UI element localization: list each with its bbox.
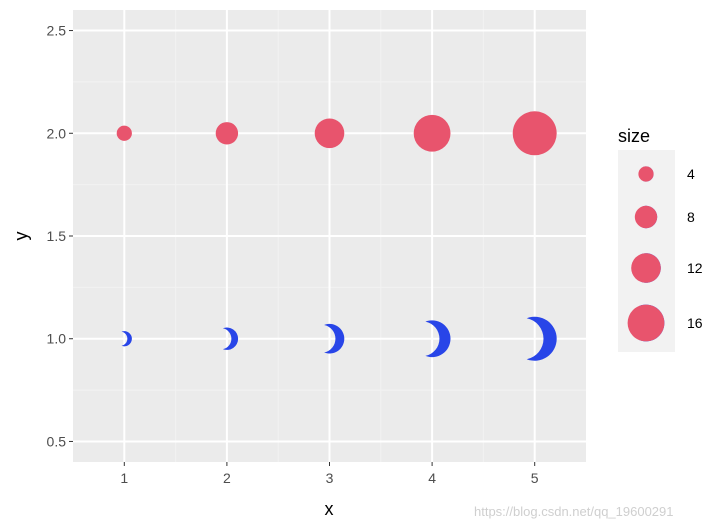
legend: size 4 8 12 16 (618, 126, 703, 352)
grid-major (73, 10, 586, 462)
legend-key-circle (638, 166, 654, 182)
x-tick-label: 4 (428, 470, 436, 486)
x-axis-title: x (325, 499, 334, 519)
y-tick-label: 1.5 (47, 228, 67, 244)
x-tick-label: 5 (531, 470, 539, 486)
y-tick-label: 1.0 (47, 331, 67, 347)
y-tick-label: 2.5 (47, 23, 67, 39)
legend-title: size (618, 126, 650, 146)
circle-point (314, 118, 345, 149)
circle-point (116, 125, 132, 141)
circle-point (512, 111, 557, 156)
legend-key-circle (634, 205, 658, 229)
legend-label: 12 (687, 260, 703, 276)
legend-label: 16 (687, 315, 703, 331)
crescent-point (324, 323, 345, 354)
x-tick-label: 1 (120, 470, 128, 486)
legend-label: 8 (687, 209, 695, 225)
crescent-point (121, 331, 132, 347)
legend-label: 4 (687, 166, 695, 182)
data-marks (116, 111, 557, 361)
crescent-point (425, 320, 451, 358)
circle-point (215, 122, 239, 145)
y-tick-label: 2.0 (47, 125, 67, 141)
watermark: https://blog.csdn.net/qq_19600291 (474, 504, 674, 519)
x-tick-label: 3 (326, 470, 334, 486)
x-tick-label: 2 (223, 470, 231, 486)
crescent-point (526, 316, 557, 361)
x-axis: 1 2 3 4 5 (120, 462, 539, 486)
y-axis: 0.5 1.0 1.5 2.0 2.5 (47, 23, 73, 449)
y-axis-title: y (11, 232, 31, 241)
legend-key-circle (627, 304, 665, 342)
circle-point (413, 114, 451, 152)
y-tick-label: 0.5 (47, 433, 67, 449)
legend-key-circle (631, 253, 661, 283)
crescent-point (222, 327, 239, 350)
